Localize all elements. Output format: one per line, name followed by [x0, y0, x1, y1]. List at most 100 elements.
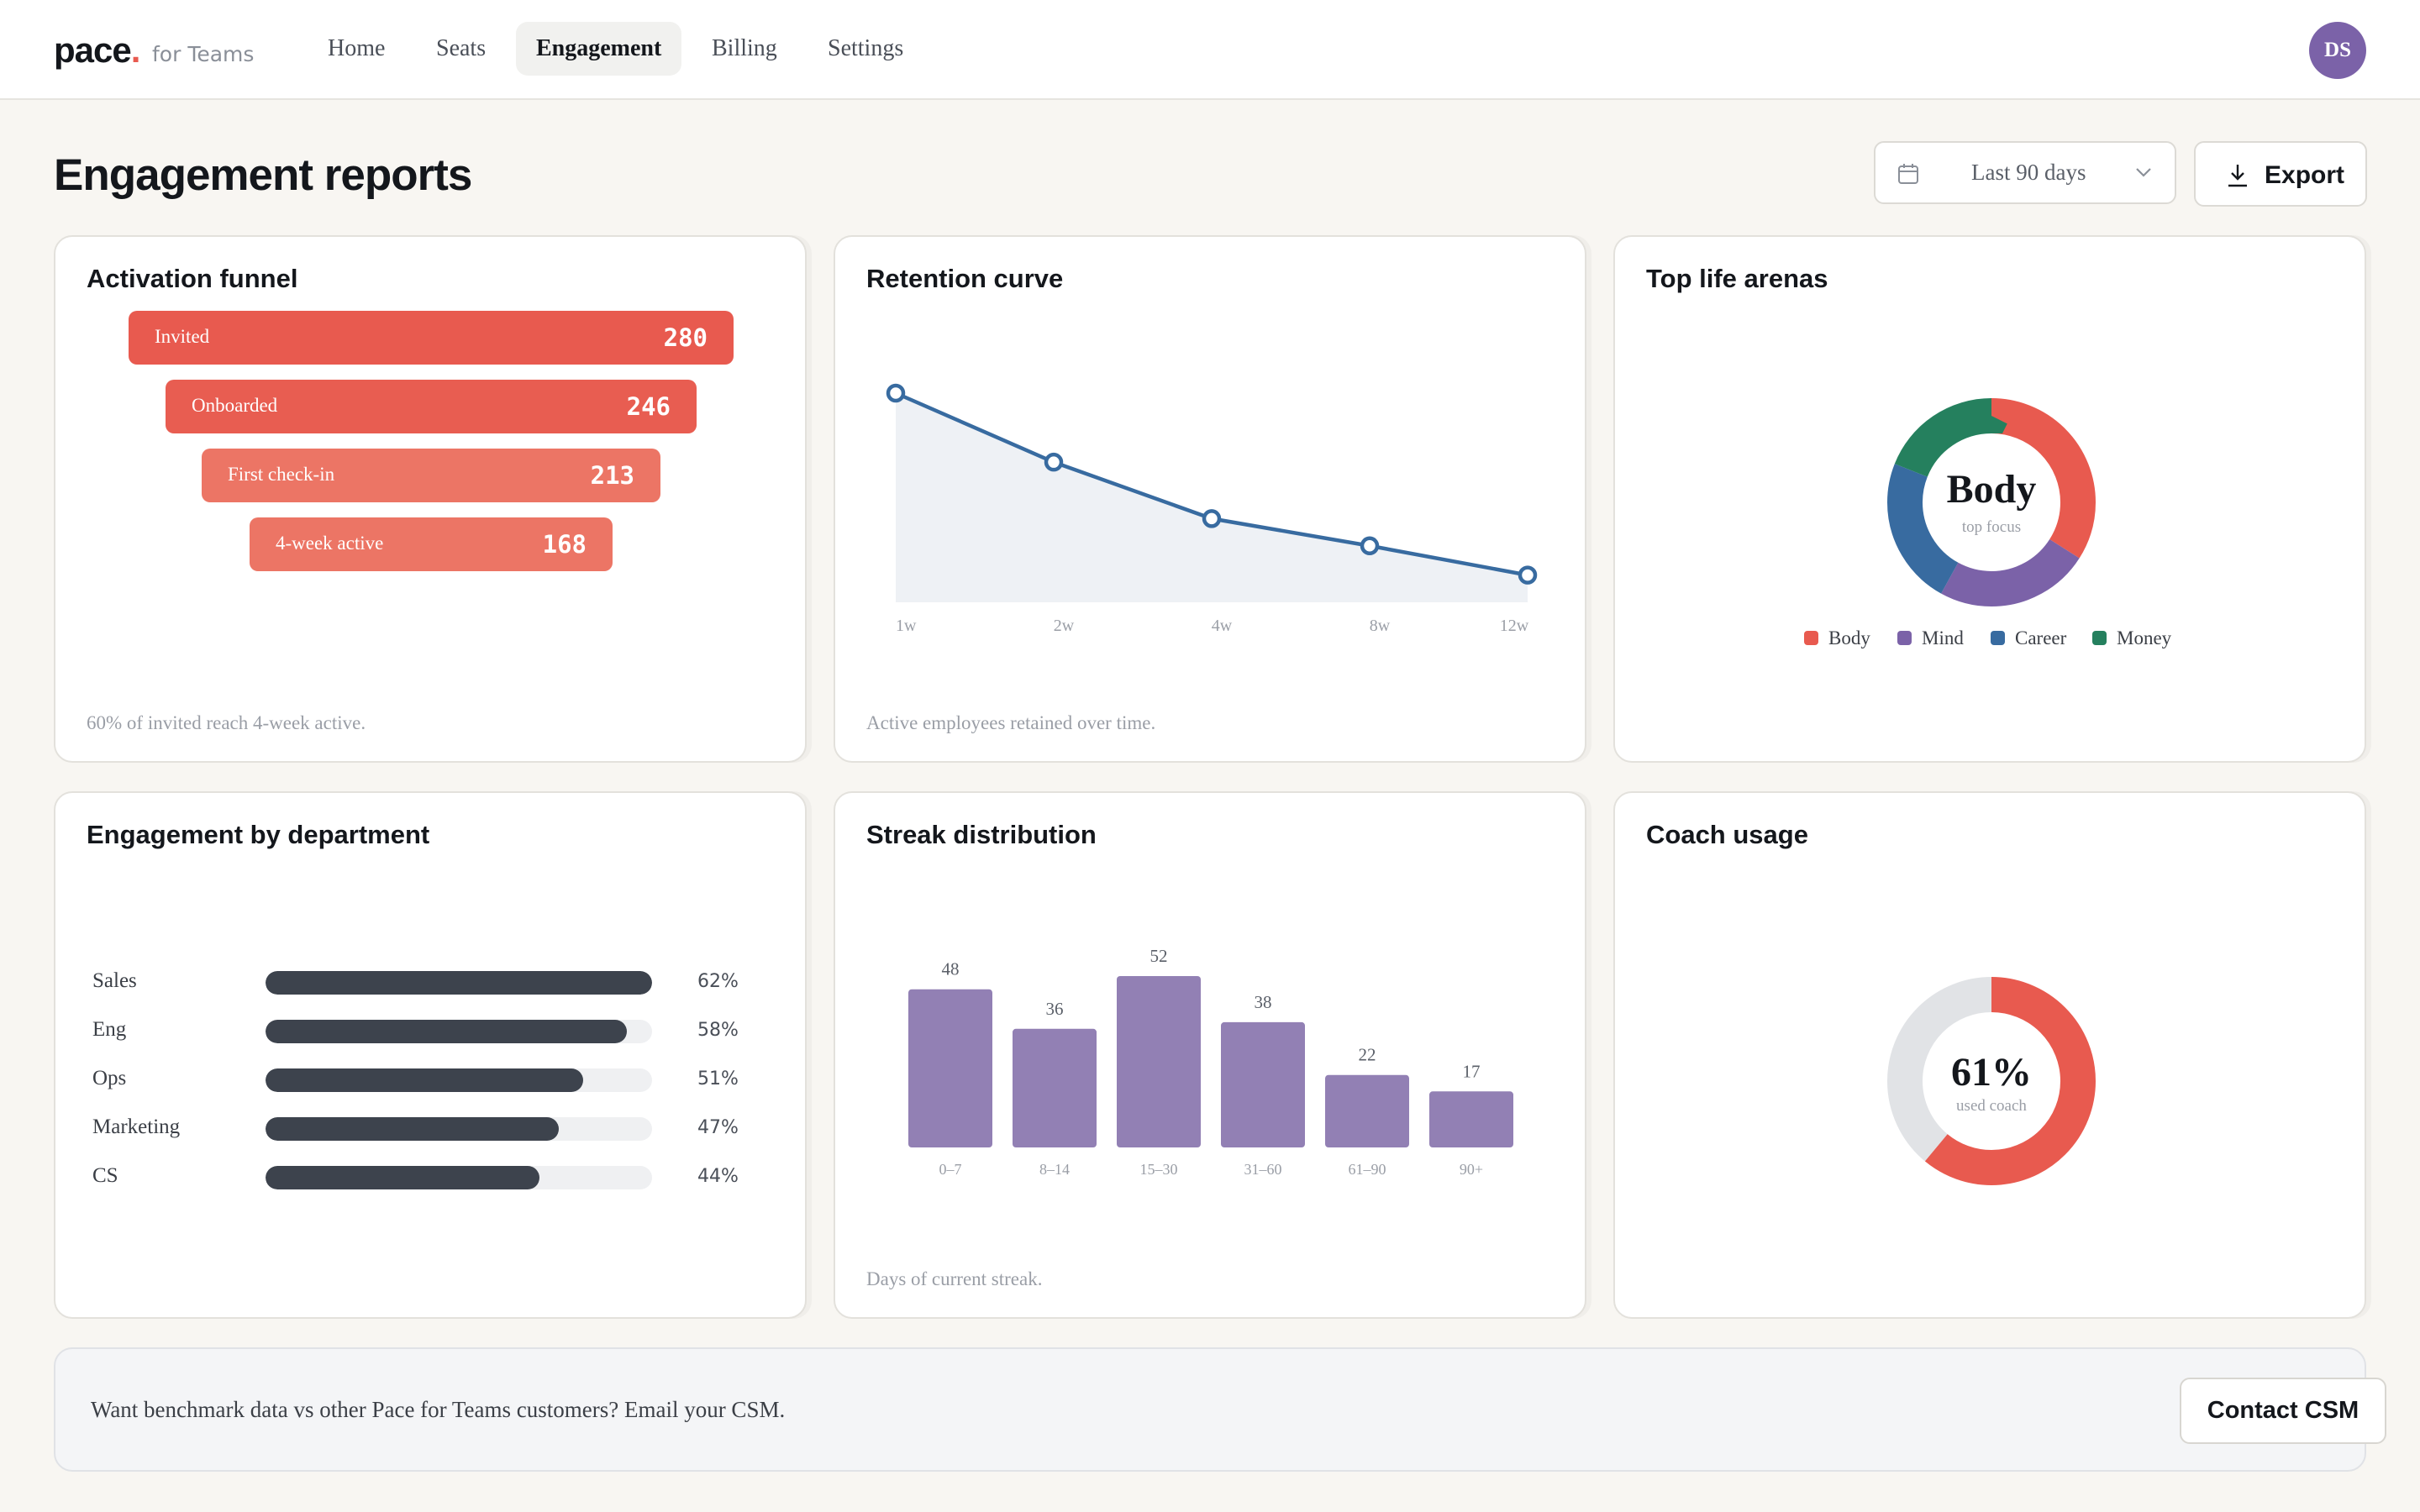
benchmark-banner: Want benchmark data vs other Pace for Te… [54, 1347, 2386, 1472]
card-title: Coach usage [1646, 820, 1808, 849]
dept-label: Eng [92, 1018, 127, 1041]
retention-area [896, 393, 1528, 602]
streak-value-label: 52 [1150, 946, 1168, 966]
coach-sub-label: used coach [1956, 1097, 2027, 1115]
retention-x-tick: 2w [1054, 617, 1075, 635]
retention-point [1044, 452, 1064, 472]
dept-label: Sales [92, 969, 137, 992]
funnel-step-value: 280 [663, 323, 708, 352]
funnel-step-value: 168 [542, 530, 587, 559]
retention-x-tick: 4w [1212, 617, 1233, 635]
card-title: Top life arenas [1646, 264, 1828, 293]
funnel-step-label: First check-in [228, 464, 335, 485]
legend-item-career: Career [1991, 627, 2066, 649]
download-icon [2226, 163, 2249, 192]
arena-slice-money [1887, 398, 2096, 606]
funnel-step-value: 213 [590, 461, 634, 490]
date-range-label: Last 90 days [1971, 160, 2086, 185]
activation-funnel-card: Activation funnel Invited 280 Onboarded … [54, 235, 807, 763]
streak-category-label: 8–14 [1039, 1161, 1070, 1178]
top-life-arenas-card: Top life arenas Body top focus [1613, 235, 2366, 763]
nav-billing[interactable]: Billing [712, 35, 777, 61]
dept-percent: 51% [697, 1068, 739, 1089]
funnel-step-value: 246 [626, 392, 671, 421]
nav-settings[interactable]: Settings [828, 35, 904, 61]
streak-bar [1117, 976, 1201, 1147]
card-title: Engagement by department [87, 820, 430, 849]
retention-x-tick: 8w [1370, 617, 1391, 635]
export-button[interactable]: Export [2194, 141, 2367, 207]
dept-label: Ops [92, 1067, 127, 1089]
date-range-select[interactable]: Last 90 days [1874, 141, 2176, 204]
funnel-step-label: Invited [155, 326, 210, 347]
user-avatar[interactable]: DS [2309, 22, 2366, 79]
card-footnote: Active employees retained over time. [866, 712, 1156, 733]
retention-point [1360, 536, 1380, 556]
legend-item-money: Money [2092, 627, 2171, 649]
coach-value-label: 61% [1951, 1050, 2032, 1095]
dept-bar-track [266, 971, 652, 995]
arena-slice-mind [1887, 398, 2096, 606]
dept-bar-fill [266, 971, 652, 995]
contact-csm-button[interactable]: Contact CSM [2180, 1378, 2386, 1444]
legend-item-mind: Mind [1897, 627, 1964, 649]
coach-usage-card: Coach usage 61% used coach [1613, 791, 2366, 1319]
banner-text: Want benchmark data vs other Pace for Te… [91, 1397, 786, 1422]
retention-chart: 1w 2w 4w 8w 12w [886, 383, 1538, 635]
card-title: Activation funnel [87, 264, 298, 293]
arena-slice-career [1887, 398, 2096, 606]
dept-bar-fill [266, 1020, 628, 1043]
dept-percent: 44% [697, 1166, 739, 1187]
funnel-step-4-week-active[interactable]: 4-week active 168 [250, 517, 613, 571]
streak-value-label: 38 [1255, 992, 1272, 1012]
retention-point [1518, 565, 1538, 585]
nav-engagement[interactable]: Engagement [516, 22, 682, 76]
calendar-icon [1897, 163, 1919, 189]
dept-label: CS [92, 1164, 118, 1187]
dept-bar-track [266, 1068, 652, 1092]
retention-x-tick: 12w [1500, 617, 1529, 635]
legend-swatch [1804, 631, 1818, 645]
dept-bar-fill [266, 1166, 540, 1189]
funnel-step-label: 4-week active [276, 533, 384, 554]
nav-seats[interactable]: Seats [436, 35, 487, 61]
streak-value-label: 48 [942, 959, 960, 979]
dept-label: Marketing [92, 1116, 181, 1138]
funnel-step-onboarded[interactable]: Onboarded 246 [166, 380, 697, 433]
card-footnote: 60% of invited reach 4-week active. [87, 712, 366, 733]
app-logo[interactable]: pace. [54, 30, 140, 70]
logo-subtitle: for Teams [152, 42, 255, 66]
donut-center-sublabel: top focus [1962, 518, 2021, 536]
export-label: Export [2265, 161, 2345, 189]
dept-percent: 47% [697, 1117, 739, 1138]
funnel-step-invited[interactable]: Invited 280 [129, 311, 734, 365]
funnel-step-label: Onboarded [192, 395, 278, 416]
streak-value-label: 36 [1046, 999, 1064, 1019]
streak-value-label: 17 [1463, 1061, 1481, 1081]
streak-value-label: 22 [1359, 1045, 1376, 1065]
dept-bar-track [266, 1020, 652, 1043]
streak-distribution-card: Streak distribution 48 0–7 36 8–14 52 15–30 38… [834, 791, 1586, 1319]
coach-slice-other [1887, 977, 2096, 1185]
streak-bar-chart: 48 0–7 36 8–14 52 15–30 38 31–60 22 61–90 17 90+ [908, 946, 1513, 1178]
dept-bar-track [266, 1166, 652, 1189]
legend-item-body: Body [1804, 627, 1870, 649]
donut-center-label: Body [1947, 467, 2037, 512]
chevron-down-icon [2134, 165, 2153, 183]
streak-bar [908, 989, 992, 1147]
streak-category-label: 90+ [1460, 1161, 1483, 1178]
streak-bar [1221, 1021, 1305, 1147]
page-title: Engagement reports [54, 150, 472, 200]
card-title: Retention curve [866, 264, 1064, 293]
legend-swatch [1991, 631, 2005, 645]
coach-donut-chart: 61% used coach [1887, 977, 2096, 1185]
arenas-donut-chart: Body top focus [1887, 398, 2096, 606]
streak-bar [1325, 1074, 1409, 1147]
card-title: Streak distribution [866, 820, 1097, 849]
card-footnote: Days of current streak. [866, 1268, 1043, 1289]
retention-point [1202, 509, 1222, 528]
dept-bar-fill [266, 1068, 584, 1092]
retention-curve-card: Retention curve 1w 2w 4w 8w 12w Active emplo… [834, 235, 1586, 763]
nav-home[interactable]: Home [328, 35, 386, 61]
funnel-step-first-check-in[interactable]: First check-in 213 [202, 449, 660, 502]
